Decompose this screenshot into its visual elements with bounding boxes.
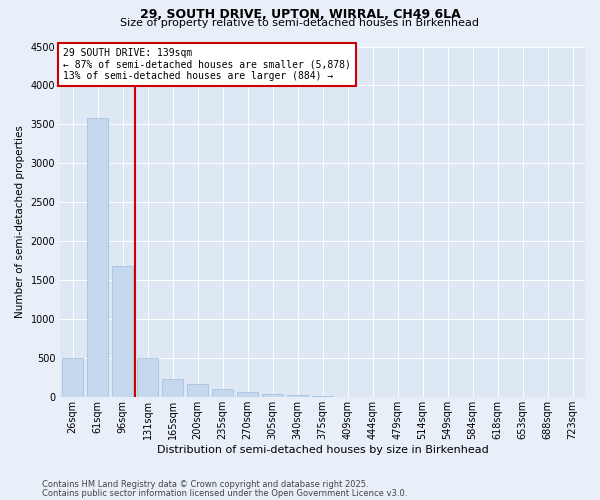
Bar	[337, 396, 358, 398]
Bar	[262, 394, 283, 398]
Y-axis label: Number of semi-detached properties: Number of semi-detached properties	[15, 126, 25, 318]
X-axis label: Distribution of semi-detached houses by size in Birkenhead: Distribution of semi-detached houses by …	[157, 445, 488, 455]
Bar	[312, 396, 333, 398]
Text: Contains HM Land Registry data © Crown copyright and database right 2025.: Contains HM Land Registry data © Crown c…	[42, 480, 368, 489]
Text: 29, SOUTH DRIVE, UPTON, WIRRAL, CH49 6LA: 29, SOUTH DRIVE, UPTON, WIRRAL, CH49 6LA	[140, 8, 460, 20]
Bar	[137, 358, 158, 398]
Bar	[112, 266, 133, 398]
Text: Contains public sector information licensed under the Open Government Licence v3: Contains public sector information licen…	[42, 489, 407, 498]
Text: 29 SOUTH DRIVE: 139sqm
← 87% of semi-detached houses are smaller (5,878)
13% of : 29 SOUTH DRIVE: 139sqm ← 87% of semi-det…	[63, 48, 350, 82]
Bar	[162, 378, 183, 398]
Bar	[237, 392, 258, 398]
Bar	[87, 118, 108, 398]
Text: Size of property relative to semi-detached houses in Birkenhead: Size of property relative to semi-detach…	[121, 18, 479, 28]
Bar	[187, 384, 208, 398]
Bar	[62, 358, 83, 398]
Bar	[287, 395, 308, 398]
Bar	[212, 388, 233, 398]
